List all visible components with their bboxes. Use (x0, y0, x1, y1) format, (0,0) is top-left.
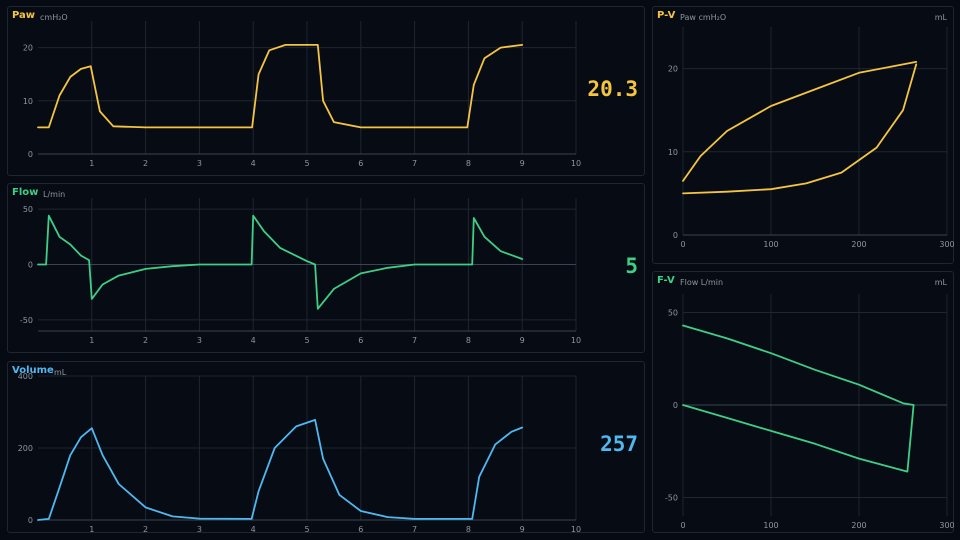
flow-xtick-label: 10 (571, 336, 581, 345)
flow-xtick-label: 7 (412, 336, 417, 345)
paw-xtick-label: 2 (143, 159, 148, 168)
paw-xtick-label: 9 (520, 159, 525, 168)
volume-unit: mL (54, 368, 67, 377)
volume-xtick-label: 5 (304, 525, 309, 534)
fv-series-line-0 (682, 324, 915, 406)
volume-xtick-label: 1 (89, 525, 94, 534)
flow-xtick-label: 5 (304, 336, 309, 345)
fv-loop-panel: 0 100 200 300 50 0 -50 F-V Flow L/min mL (652, 271, 955, 533)
fv-ytick-label: 0 (673, 401, 678, 410)
pv-xtick-label: 200 (851, 240, 866, 249)
volume-ytick-label: 400 (18, 372, 33, 381)
pv-ytick-label: 0 (673, 231, 678, 240)
pv-ytick-label: 20 (668, 65, 678, 74)
pv-title: P-V (657, 10, 676, 21)
paw-value: 20.3 (587, 77, 638, 101)
pv-x-unit: mL (934, 13, 947, 22)
paw-xtick-label: 10 (571, 159, 581, 168)
volume-title: Volume (12, 365, 54, 376)
flow-xtick-label: 1 (89, 336, 94, 345)
fv-x-unit: mL (934, 278, 947, 287)
pv-xtick-label: 300 (939, 240, 954, 249)
volume-ytick-label: 0 (28, 516, 33, 525)
pv-ytick-label: 10 (668, 148, 678, 157)
volume-value: 257 (600, 432, 638, 456)
flow-value: 5 (625, 254, 638, 278)
paw-ytick-label: 10 (23, 97, 33, 106)
fv-y-unit: Flow L/min (680, 278, 724, 287)
flow-xtick-label: 2 (143, 336, 148, 345)
volume-series-line-0 (37, 419, 524, 521)
pv-loop-panel: 0 100 200 300 20 10 0 P-V Paw cmH₂O mL (652, 6, 955, 264)
fv-ytick-label: 50 (668, 309, 678, 318)
flow-unit: L/min (43, 190, 66, 199)
volume-xtick-label: 4 (251, 525, 256, 534)
paw-xtick-label: 1 (89, 159, 94, 168)
pv-series-line-1 (682, 63, 918, 195)
paw-xtick-label: 7 (412, 159, 417, 168)
paw-ytick-label: 20 (23, 44, 33, 53)
volume-xtick-label: 9 (520, 525, 525, 534)
volume-xtick-label: 10 (571, 525, 581, 534)
paw-unit: cmH₂O (40, 13, 68, 22)
paw-xtick-label: 4 (251, 159, 256, 168)
volume-xtick-label: 6 (358, 525, 363, 534)
pv-xtick-label: 100 (763, 240, 778, 249)
flow-series-line-0 (37, 214, 524, 310)
volume-xtick-label: 7 (412, 525, 417, 534)
fv-xtick-label: 200 (851, 521, 866, 530)
paw-waveform-panel: 1 2 3 4 5 6 7 8 9 10 20 10 0 Paw cmH₂O 20.3 (7, 6, 645, 176)
pv-series-line-0 (682, 61, 918, 182)
flow-xtick-label: 4 (251, 336, 256, 345)
paw-xtick-label: 6 (358, 159, 363, 168)
volume-ytick-label: 200 (18, 444, 33, 453)
flow-xtick-label: 9 (520, 336, 525, 345)
fv-xtick-label: 300 (939, 521, 954, 530)
volume-xtick-label: 3 (197, 525, 202, 534)
pv-xtick-label: 0 (680, 240, 685, 249)
fv-series-line-1 (682, 404, 915, 473)
flow-title: Flow (12, 187, 39, 198)
fv-title: F-V (657, 275, 675, 286)
flow-xtick-label: 3 (197, 336, 202, 345)
fv-ytick-label: -50 (665, 494, 678, 503)
paw-chart: 1 2 3 4 5 6 7 8 9 10 20 10 0 (23, 21, 581, 168)
flow-chart: 1 2 3 4 5 6 7 8 9 10 50 0 -50 (20, 198, 581, 345)
paw-xtick-label: 8 (466, 159, 471, 168)
paw-xtick-label: 3 (197, 159, 202, 168)
volume-chart: 1 2 3 4 5 6 7 8 9 10 400 200 0 (18, 372, 581, 534)
paw-xtick-label: 5 (304, 159, 309, 168)
paw-ytick-label: 0 (28, 150, 33, 159)
volume-xtick-label: 8 (466, 525, 471, 534)
flow-xtick-label: 6 (358, 336, 363, 345)
flow-xtick-label: 8 (466, 336, 471, 345)
paw-title: Paw (12, 10, 36, 21)
flow-ytick-label: 50 (23, 205, 33, 214)
fv-xtick-label: 0 (680, 521, 685, 530)
flow-waveform-panel: 1 2 3 4 5 6 7 8 9 10 50 0 -50 Flow L/min 5 (7, 183, 645, 353)
flow-ytick-label: 0 (28, 261, 33, 270)
flow-ytick-label: -50 (20, 316, 33, 325)
pv-y-unit: Paw cmH₂O (680, 13, 727, 22)
volume-waveform-panel: 1 2 3 4 5 6 7 8 9 10 400 200 0 Volume mL 257 (7, 361, 645, 534)
fv-loop-chart: 0 100 200 300 50 0 -50 (665, 294, 955, 530)
fv-xtick-label: 100 (763, 521, 778, 530)
paw-series-line-0 (37, 44, 524, 129)
volume-xtick-label: 2 (143, 525, 148, 534)
